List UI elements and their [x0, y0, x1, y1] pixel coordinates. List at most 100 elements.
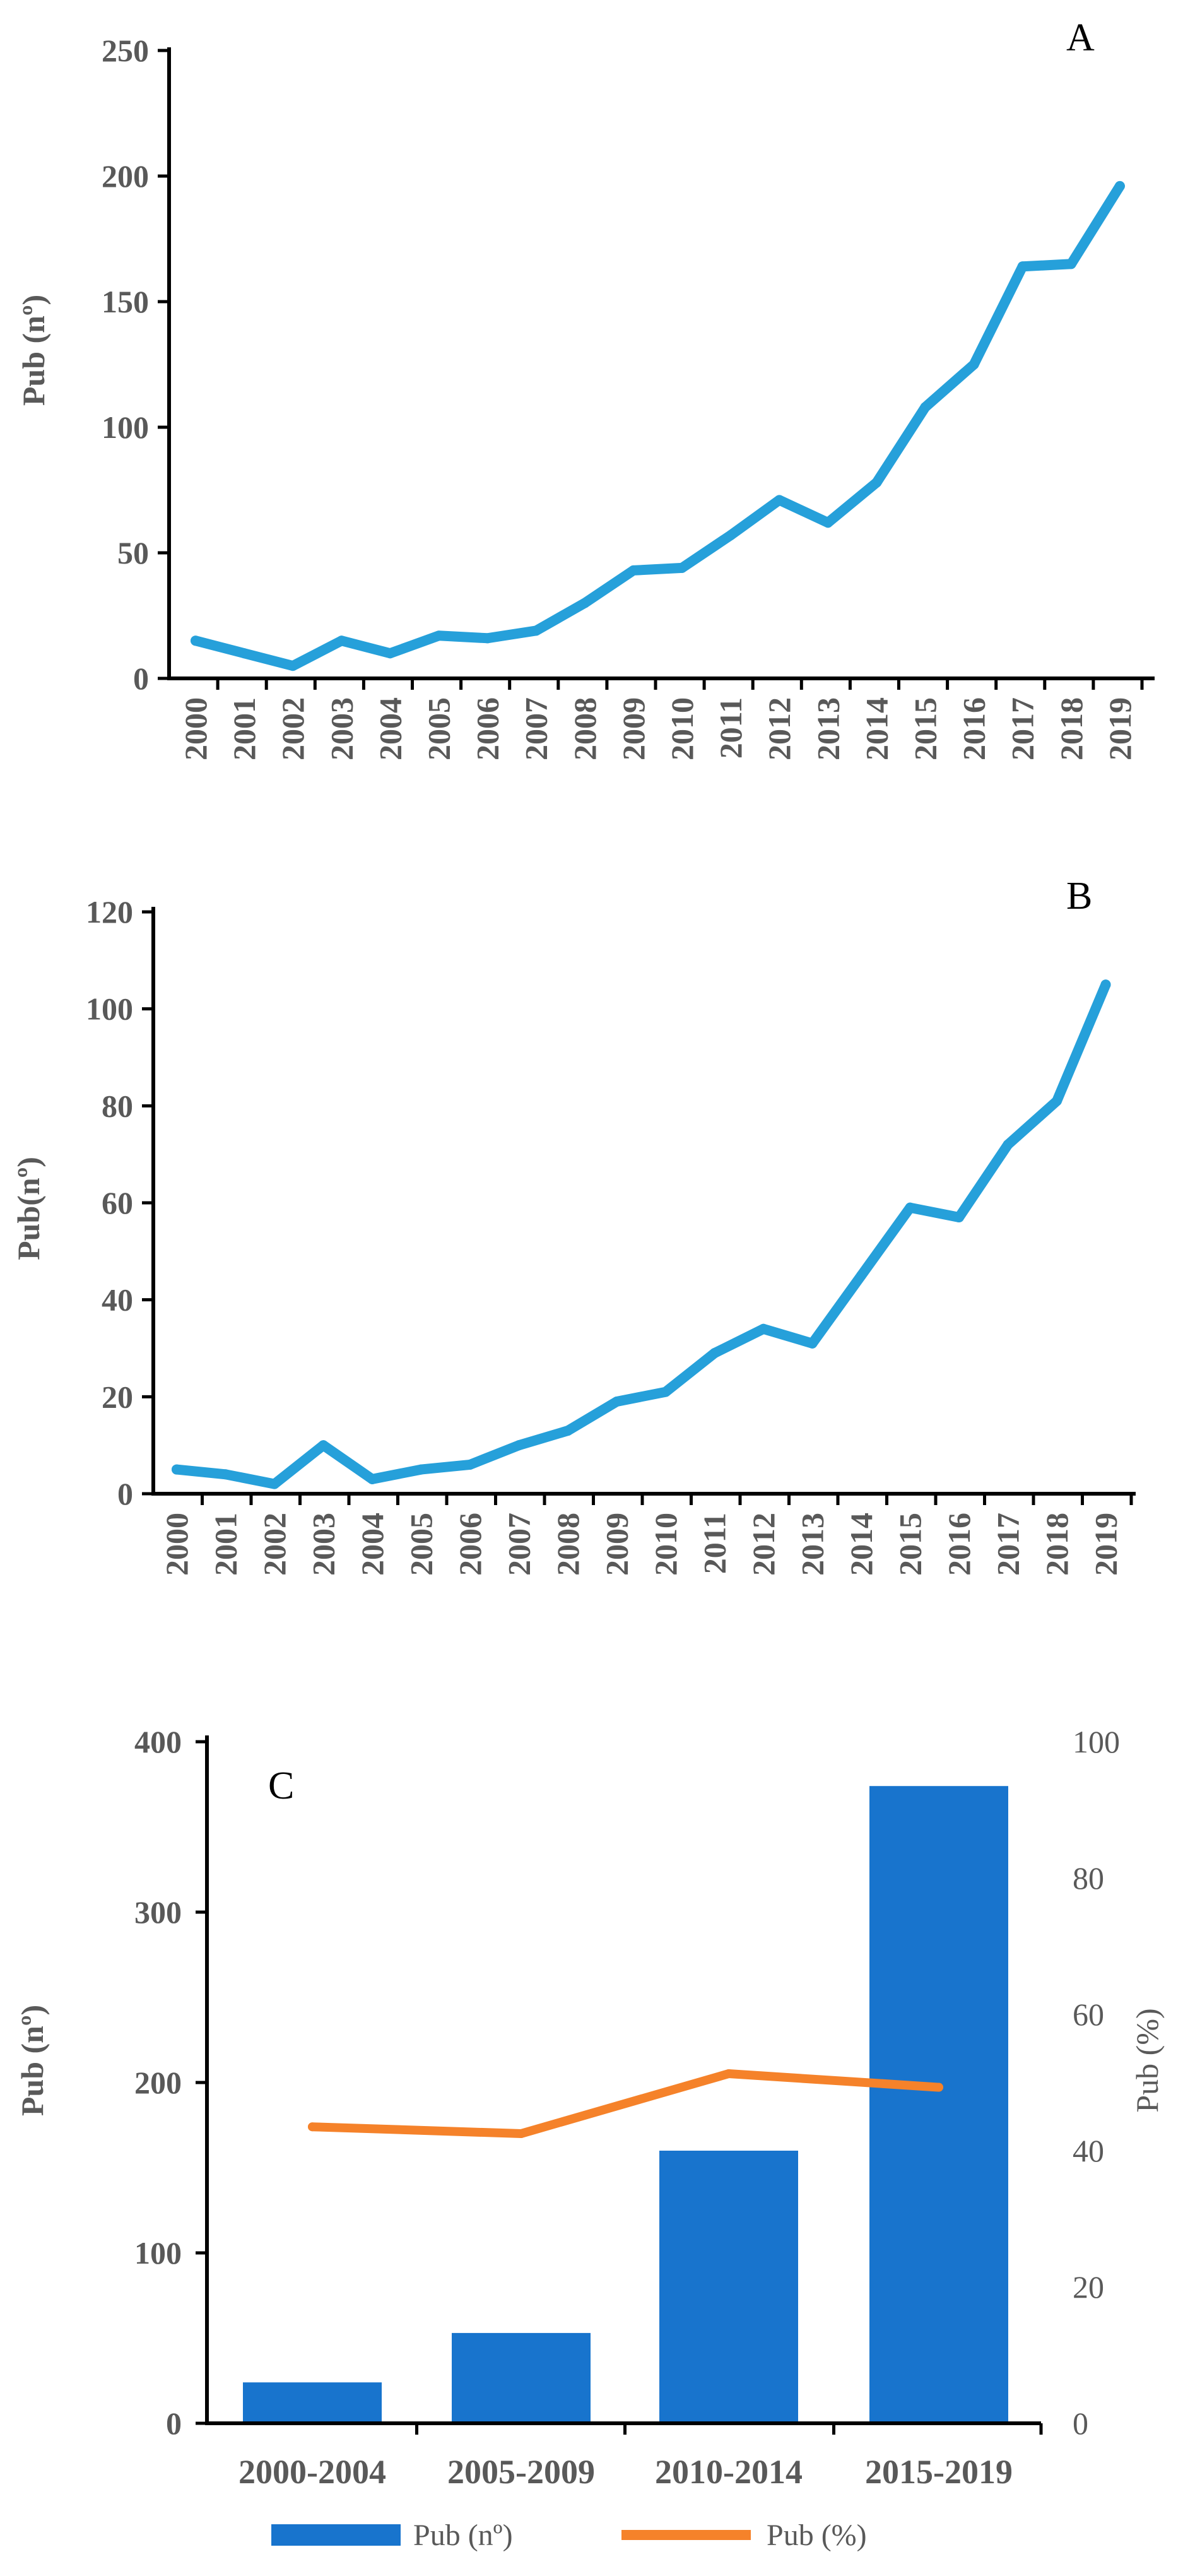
data-point [191, 635, 201, 646]
panel-a-xticks: 2000 2001 2002 2003 2004 2005 2006 2007 2008 2009… [178, 678, 1144, 760]
y2-tick-label: 80 [1073, 1860, 1104, 1896]
x-tick-label: 2007 [519, 697, 554, 760]
x-tick-label: 2015 [908, 697, 943, 760]
data-point [318, 1440, 329, 1451]
y-tick-label: 150 [102, 284, 149, 319]
panel-a-series-line [191, 180, 1125, 671]
x-tick-label: 2002 [257, 1513, 292, 1576]
y-tick-label: 200 [102, 158, 149, 194]
x-category-label: 2015-2019 [865, 2453, 1013, 2491]
y-tick-label: 0 [133, 661, 149, 696]
data-point [1003, 1139, 1013, 1150]
y-tick-label: 80 [102, 1088, 133, 1123]
data-point [758, 1323, 768, 1334]
data-point [709, 1348, 720, 1359]
panel-b-ylabel: Pub(nº) [11, 1157, 46, 1260]
data-point [239, 648, 250, 659]
data-point [269, 1479, 280, 1489]
x-tick-label: 2011 [697, 1513, 733, 1574]
y2-tick-label: 60 [1073, 1997, 1104, 2032]
x-tick-label: 2005 [421, 697, 457, 760]
y-tick-label: 300 [134, 1894, 182, 1930]
y-tick-label: 0 [166, 2406, 182, 2441]
panel-a-yticks: 0 50 100 150 200 250 [102, 33, 169, 696]
panel-c-xticks: 2000-2004 2005-2009 2010-2014 2015-2019 [238, 2423, 1043, 2491]
x-tick-label: 2016 [941, 1513, 977, 1576]
data-point [579, 598, 590, 608]
y-tick-label: 120 [86, 894, 133, 930]
x-tick-label: 2008 [550, 1513, 586, 1576]
panel-b-yticks: 0 20 40 60 80 100 120 [86, 894, 153, 1511]
data-point [531, 625, 541, 636]
panel-c-bars [243, 1786, 1008, 2423]
data-point [433, 630, 444, 641]
data-point [385, 648, 396, 659]
data-point [628, 565, 639, 576]
x-tick-label: 2008 [567, 697, 603, 760]
x-tick-label: 2012 [746, 1513, 781, 1576]
pct-point [517, 2129, 526, 2138]
x-tick-label: 2009 [599, 1513, 635, 1576]
panel-c-y2ticks: 0 20 40 60 80 100 [1073, 1724, 1120, 2441]
x-tick-label: 2001 [208, 1513, 244, 1576]
legend-bar-label: Pub (nº) [413, 2519, 513, 2552]
y-tick-label: 250 [102, 33, 149, 68]
panel-a-letter: A [1066, 16, 1095, 59]
data-point [807, 1338, 818, 1349]
y-tick-label: 100 [102, 410, 149, 445]
data-point [482, 633, 493, 644]
panel-c: C Pub (nº) Pub (%) 0 100 200 300 400 0 20 40 60… [15, 1724, 1165, 2552]
x-tick-label: 2004 [372, 697, 408, 760]
data-point [1017, 261, 1028, 272]
panel-c-y2label: Pub (%) [1129, 2008, 1165, 2112]
x-category-label: 2010-2014 [655, 2453, 803, 2491]
x-tick-label: 2006 [470, 697, 505, 760]
data-point [367, 1474, 377, 1484]
y2-tick-label: 20 [1073, 2269, 1104, 2305]
x-tick-label: 2000 [178, 697, 213, 760]
x-tick-label: 2004 [355, 1513, 390, 1576]
panel-b-series-line [172, 979, 1111, 1489]
panel-c-ylabel: Pub (nº) [15, 2005, 50, 2116]
x-tick-label: 2003 [306, 1513, 341, 1576]
data-point [823, 517, 833, 528]
x-tick-label: 2017 [1005, 697, 1040, 760]
x-tick-label: 2019 [1102, 697, 1138, 760]
x-category-label: 2005-2009 [447, 2453, 595, 2491]
pct-point [308, 2122, 317, 2132]
legend-line-label: Pub (%) [767, 2519, 867, 2552]
y-tick-label: 400 [134, 1724, 182, 1759]
bar [869, 1786, 1008, 2423]
x-tick-label: 2003 [324, 697, 359, 760]
y-tick-label: 60 [102, 1185, 133, 1220]
data-point [905, 1202, 915, 1213]
data-point [172, 1464, 182, 1475]
x-tick-label: 2017 [991, 1513, 1026, 1576]
data-point [774, 495, 785, 505]
data-point [611, 1397, 622, 1407]
panel-a-ylabel: Pub (nº) [16, 295, 51, 406]
x-tick-label: 2018 [1039, 1513, 1074, 1576]
panel-b-letter: B [1066, 875, 1092, 918]
data-point [416, 1464, 427, 1475]
y2-tick-label: 100 [1073, 1724, 1120, 1759]
data-point [465, 1459, 475, 1470]
panel-c-yticks: 0 100 200 300 400 [134, 1724, 207, 2441]
y-tick-label: 0 [117, 1476, 133, 1511]
y-tick-label: 200 [134, 2065, 182, 2100]
pct-point [724, 2069, 733, 2078]
panel-c-pct-line [308, 2069, 943, 2138]
bar [659, 2151, 798, 2423]
y-tick-label: 100 [86, 991, 133, 1027]
y-tick-label: 50 [117, 535, 149, 570]
y-tick-label: 40 [102, 1282, 133, 1318]
x-tick-label: 2002 [275, 697, 310, 760]
data-point [1052, 1096, 1062, 1106]
x-tick-label: 2011 [713, 697, 748, 759]
panel-b-xticks: 2000 2001 2002 2003 2004 2005 2006 2007 2008 2009… [159, 1494, 1133, 1576]
y2-tick-label: 0 [1073, 2406, 1088, 2441]
data-point [1100, 979, 1111, 990]
x-tick-label: 2013 [810, 697, 845, 760]
